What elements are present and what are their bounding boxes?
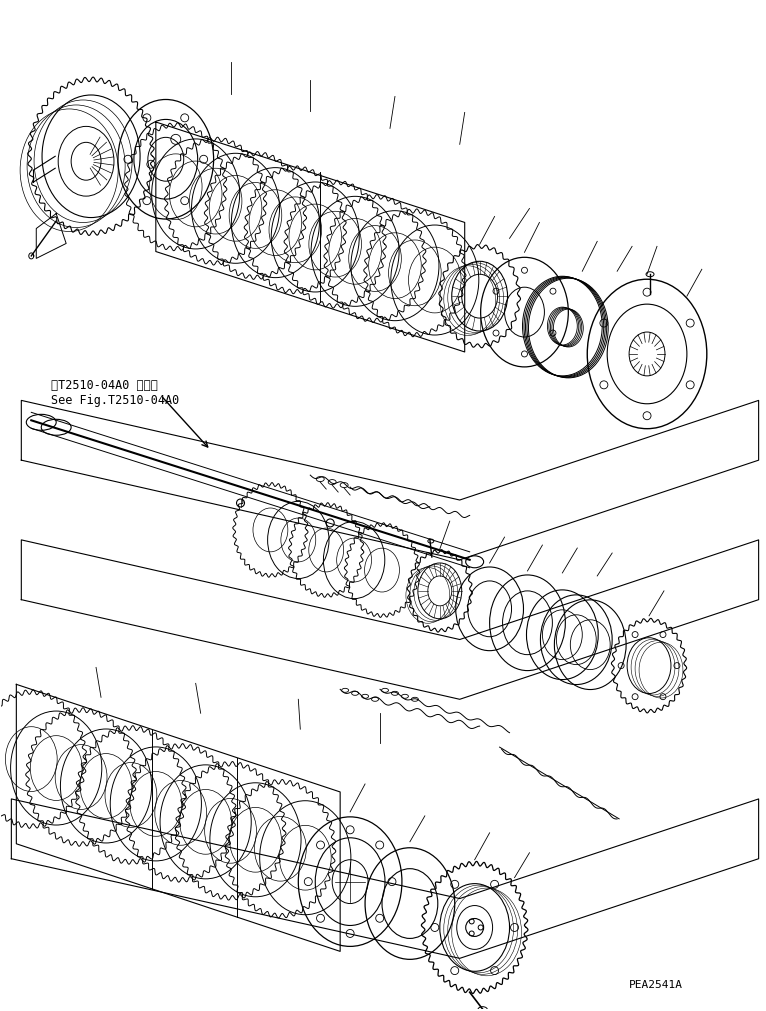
Text: 第T2510-04A0 図参照: 第T2510-04A0 図参照	[51, 379, 158, 392]
Text: PEA2541A: PEA2541A	[629, 981, 683, 990]
Text: See Fig.T2510-04A0: See Fig.T2510-04A0	[51, 394, 179, 406]
